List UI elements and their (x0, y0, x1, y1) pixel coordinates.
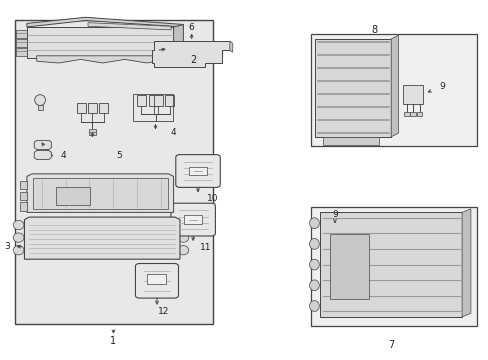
FancyBboxPatch shape (135, 264, 178, 298)
Bar (184, 215, 202, 224)
Ellipse shape (13, 233, 24, 242)
Bar (77, 103, 85, 113)
Ellipse shape (35, 95, 45, 105)
Bar (403, 85, 422, 104)
Ellipse shape (13, 220, 24, 230)
Ellipse shape (309, 238, 319, 249)
Ellipse shape (163, 55, 169, 60)
Text: 5: 5 (116, 151, 122, 160)
Polygon shape (34, 140, 51, 149)
Bar (15, 20, 212, 324)
Ellipse shape (178, 233, 188, 242)
Text: 11: 11 (199, 243, 211, 252)
Text: 7: 7 (387, 340, 393, 350)
Ellipse shape (207, 55, 213, 60)
Bar (20, 192, 27, 200)
Bar (315, 39, 390, 137)
Bar (320, 212, 461, 317)
Bar (16, 48, 27, 56)
Ellipse shape (178, 55, 183, 60)
Bar (146, 274, 166, 284)
Text: 2: 2 (190, 55, 196, 66)
Bar (329, 234, 368, 299)
Bar (33, 178, 167, 209)
Bar (88, 103, 97, 113)
Polygon shape (37, 56, 168, 63)
Bar (149, 95, 158, 106)
Polygon shape (27, 27, 173, 58)
Polygon shape (24, 217, 180, 259)
Bar (133, 94, 173, 121)
Text: 1: 1 (110, 336, 116, 346)
Polygon shape (27, 174, 173, 212)
Polygon shape (390, 35, 398, 137)
Bar (310, 207, 476, 326)
Ellipse shape (190, 55, 196, 60)
Text: 10: 10 (206, 194, 218, 203)
Text: 3: 3 (4, 242, 10, 251)
Bar (409, 112, 415, 116)
Bar (189, 167, 206, 175)
Text: 6: 6 (188, 22, 194, 31)
Bar (38, 105, 42, 110)
Text: 4: 4 (170, 128, 176, 137)
Bar (20, 202, 27, 211)
Bar (154, 95, 163, 106)
Polygon shape (461, 209, 470, 317)
Ellipse shape (13, 246, 24, 255)
Polygon shape (229, 41, 232, 52)
Bar (16, 30, 27, 38)
Bar (310, 34, 476, 146)
Bar (16, 39, 27, 47)
FancyBboxPatch shape (171, 203, 215, 236)
Ellipse shape (178, 246, 188, 255)
Text: 12: 12 (158, 307, 169, 316)
Bar (89, 129, 96, 135)
Bar (322, 137, 378, 145)
Ellipse shape (309, 218, 319, 229)
Text: 4: 4 (61, 151, 66, 160)
Text: 9: 9 (439, 82, 445, 91)
Polygon shape (173, 24, 183, 58)
Ellipse shape (309, 280, 319, 291)
Bar (165, 95, 174, 106)
FancyBboxPatch shape (176, 155, 220, 187)
Polygon shape (34, 150, 51, 159)
Bar (137, 95, 145, 106)
Text: 8: 8 (370, 24, 376, 35)
Polygon shape (88, 23, 171, 30)
Bar (416, 112, 422, 116)
Ellipse shape (309, 301, 319, 311)
Bar (99, 103, 108, 113)
Polygon shape (27, 17, 183, 27)
Bar (403, 112, 409, 116)
Text: 9: 9 (331, 210, 337, 219)
Polygon shape (151, 41, 229, 67)
Ellipse shape (309, 259, 319, 270)
Bar (56, 187, 90, 205)
Bar (20, 181, 27, 189)
Ellipse shape (178, 220, 188, 230)
